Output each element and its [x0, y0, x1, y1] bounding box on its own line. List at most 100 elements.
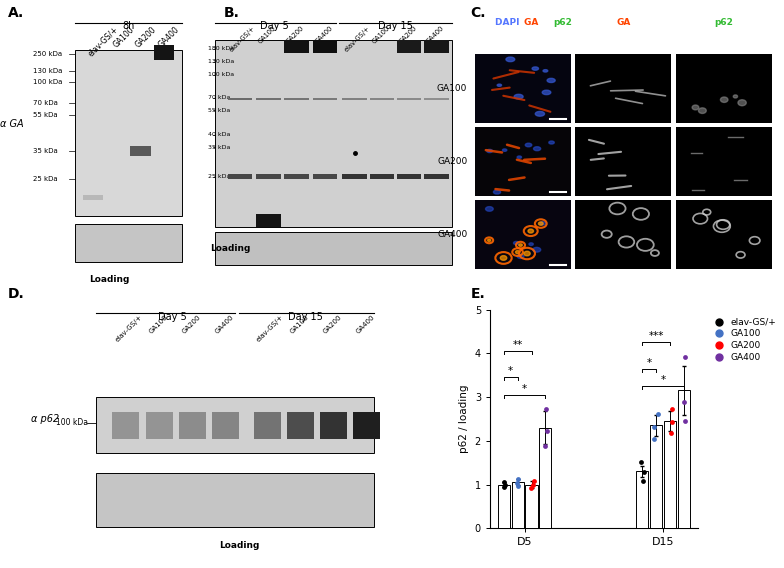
Point — [498, 483, 510, 492]
Text: D.: D. — [8, 287, 24, 301]
Text: 100 kDa: 100 kDa — [33, 79, 62, 85]
Bar — [369, 98, 394, 100]
Text: elav-GS/+: elav-GS/+ — [256, 314, 285, 343]
Bar — [397, 98, 421, 100]
Bar — [256, 214, 281, 227]
Text: GA200: GA200 — [285, 24, 306, 45]
Text: 100 kDa: 100 kDa — [208, 72, 234, 77]
Text: ***: *** — [648, 332, 664, 341]
Bar — [424, 40, 448, 53]
Text: GA400: GA400 — [214, 314, 235, 335]
Point — [638, 467, 651, 477]
Text: A.: A. — [8, 6, 24, 20]
Text: GA200: GA200 — [133, 24, 158, 49]
Point — [499, 480, 511, 489]
Bar — [146, 412, 172, 438]
Text: C.: C. — [470, 6, 486, 20]
Text: 35 kDa: 35 kDa — [208, 145, 230, 150]
Text: GA200: GA200 — [398, 24, 418, 45]
Text: p62: p62 — [714, 18, 733, 27]
Bar — [539, 428, 551, 528]
Bar — [637, 471, 648, 528]
Text: Loading: Loading — [219, 541, 260, 550]
Bar — [227, 174, 252, 179]
Text: 130 kDa: 130 kDa — [208, 59, 234, 64]
Bar — [424, 98, 448, 100]
Text: B.: B. — [223, 6, 239, 20]
Point — [528, 476, 540, 485]
Text: 55 kDa: 55 kDa — [33, 112, 57, 119]
Bar — [212, 412, 239, 438]
Bar — [313, 98, 337, 100]
Text: GA100: GA100 — [257, 24, 277, 45]
Point — [512, 481, 524, 490]
Text: DAPI: DAPI — [495, 18, 523, 27]
Text: GA100: GA100 — [111, 24, 136, 49]
Text: E.: E. — [470, 287, 485, 301]
Text: 55 kDa: 55 kDa — [208, 108, 230, 113]
Text: 8h: 8h — [122, 21, 135, 31]
Text: GA100: GA100 — [437, 84, 467, 93]
Text: 40 kDa: 40 kDa — [208, 132, 230, 137]
Legend: elav-GS/+, GA100, GA200, GA400: elav-GS/+, GA100, GA200, GA400 — [706, 314, 780, 365]
Bar — [256, 98, 281, 100]
Point — [665, 428, 677, 437]
Text: elav-GS/+: elav-GS/+ — [229, 24, 256, 53]
Bar — [83, 195, 103, 200]
Bar — [179, 412, 206, 438]
Point — [637, 477, 649, 486]
Text: GA200: GA200 — [181, 314, 201, 335]
Bar — [285, 98, 309, 100]
Text: Day 15: Day 15 — [289, 312, 323, 321]
Text: 35 kDa: 35 kDa — [33, 148, 58, 154]
Point — [666, 418, 678, 427]
Text: 130 kDa: 130 kDa — [33, 68, 62, 74]
Point — [539, 405, 552, 414]
Text: *: * — [647, 358, 652, 367]
Bar — [313, 174, 337, 179]
Text: GA400: GA400 — [355, 314, 376, 335]
Text: GA400: GA400 — [437, 230, 467, 239]
Bar — [498, 485, 510, 528]
Point — [679, 416, 691, 425]
Text: Day 5: Day 5 — [260, 21, 289, 31]
Text: GA100: GA100 — [371, 24, 390, 45]
Text: elav-GS/+: elav-GS/+ — [343, 24, 372, 53]
Bar — [130, 146, 151, 156]
Text: Loading: Loading — [210, 244, 251, 253]
Text: GA: GA — [616, 18, 630, 27]
Bar — [313, 40, 337, 53]
Point — [648, 434, 661, 443]
Text: α GA: α GA — [0, 119, 24, 130]
Bar — [96, 397, 374, 453]
Text: elav-GS/+: elav-GS/+ — [86, 24, 120, 59]
Text: 100 kDa: 100 kDa — [56, 418, 89, 427]
Point — [652, 409, 664, 418]
Point — [512, 475, 524, 484]
Bar — [227, 98, 252, 100]
Text: GA100: GA100 — [147, 314, 169, 335]
Text: GA400: GA400 — [314, 24, 334, 45]
Text: GA: GA — [524, 18, 542, 27]
Point — [527, 480, 539, 489]
Text: *: * — [508, 366, 514, 377]
Bar — [650, 425, 662, 528]
Bar — [287, 412, 314, 438]
Bar — [256, 174, 281, 179]
Text: GA100: GA100 — [289, 314, 310, 335]
Text: *: * — [522, 384, 527, 394]
Point — [648, 422, 660, 431]
Bar — [154, 45, 174, 60]
Bar — [664, 421, 676, 528]
Text: 70 kDa: 70 kDa — [208, 95, 230, 100]
Text: 25 kDa: 25 kDa — [33, 176, 57, 182]
Bar — [96, 473, 374, 527]
Bar — [112, 412, 140, 438]
Text: 250 kDa: 250 kDa — [33, 51, 62, 57]
Text: 70 kDa: 70 kDa — [33, 99, 58, 106]
Bar — [525, 485, 538, 528]
Text: elav-GS/+: elav-GS/+ — [114, 314, 143, 343]
Bar — [215, 232, 452, 265]
Bar — [254, 412, 281, 438]
Text: GA400: GA400 — [157, 24, 181, 49]
